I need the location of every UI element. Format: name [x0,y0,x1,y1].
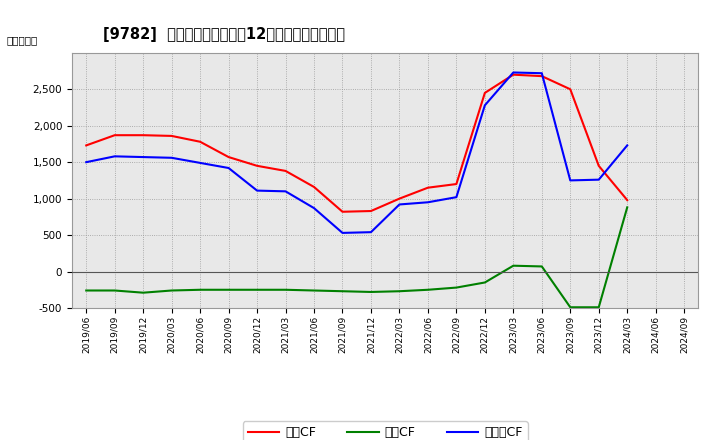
投資CF [110,288,119,293]
営業CF [225,154,233,160]
投資CF [338,289,347,294]
フリーCF [423,200,432,205]
営業CF [310,184,318,190]
フリーCF [338,230,347,235]
営業CF [139,132,148,138]
営業CF [623,198,631,203]
Legend: 営業CF, 投資CF, フリーCF: 営業CF, 投資CF, フリーCF [243,422,528,440]
フリーCF [282,189,290,194]
フリーCF [253,188,261,193]
投資CF [253,287,261,293]
投資CF [395,289,404,294]
営業CF [395,196,404,201]
フリーCF [595,177,603,182]
営業CF [566,87,575,92]
投資CF [225,287,233,293]
投資CF [423,287,432,293]
フリーCF [310,205,318,211]
投資CF [452,285,461,290]
フリーCF [82,160,91,165]
Line: 投資CF: 投資CF [86,207,627,307]
営業CF [366,209,375,214]
投資CF [310,288,318,293]
投資CF [537,264,546,269]
投資CF [167,288,176,293]
フリーCF [110,154,119,159]
営業CF [196,139,204,144]
フリーCF [509,70,518,75]
Line: フリーCF: フリーCF [86,73,627,233]
投資CF [509,263,518,268]
フリーCF [366,230,375,235]
営業CF [509,72,518,77]
投資CF [196,287,204,293]
投資CF [366,290,375,295]
営業CF [423,185,432,191]
投資CF [139,290,148,295]
フリーCF [225,165,233,171]
営業CF [595,163,603,169]
営業CF [110,132,119,138]
フリーCF [167,155,176,161]
フリーCF [139,154,148,160]
フリーCF [537,70,546,76]
フリーCF [452,194,461,200]
営業CF [338,209,347,214]
投資CF [82,288,91,293]
投資CF [623,205,631,210]
営業CF [537,73,546,79]
投資CF [480,280,489,285]
営業CF [480,90,489,95]
営業CF [282,168,290,173]
フリーCF [196,160,204,165]
投資CF [566,304,575,310]
Text: [9782]  キャッシュフローの12か月移動合計の推移: [9782] キャッシュフローの12か月移動合計の推移 [104,27,346,42]
投資CF [595,304,603,310]
フリーCF [623,143,631,148]
フリーCF [395,202,404,207]
営業CF [253,163,261,169]
営業CF [82,143,91,148]
Line: 営業CF: 営業CF [86,75,627,212]
フリーCF [566,178,575,183]
Y-axis label: （百万円）: （百万円） [6,35,37,45]
フリーCF [480,103,489,108]
営業CF [167,133,176,139]
投資CF [282,287,290,293]
営業CF [452,181,461,187]
